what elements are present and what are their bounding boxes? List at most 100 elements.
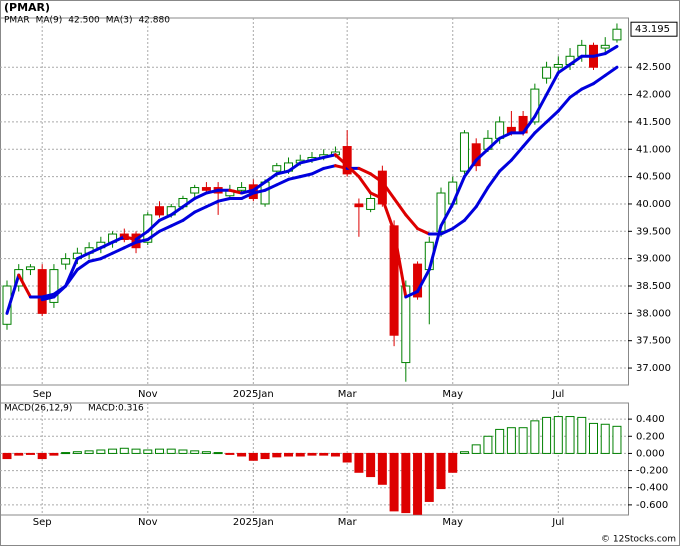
macd-bar [342, 452, 352, 463]
macd-bar [190, 450, 200, 454]
ma-segment [533, 93, 549, 118]
ma-segment [439, 202, 455, 228]
candle-body [577, 44, 587, 57]
ma-segment [369, 191, 384, 200]
ma-segment [592, 52, 607, 58]
macd-bar [530, 420, 540, 454]
legend-text: 42.880 [138, 16, 170, 26]
macd-bar [37, 452, 47, 460]
ma-segment [251, 188, 267, 195]
ma-segment [298, 158, 314, 165]
ma-segment [111, 246, 126, 255]
ma-segment [369, 172, 384, 184]
y-tick-label: 37.500 [636, 336, 671, 347]
ma-segment [427, 224, 443, 272]
y-tick-label: 40.000 [636, 199, 671, 210]
ma-segment [333, 164, 349, 170]
ma-segment [451, 218, 466, 231]
ma-segment [181, 196, 197, 209]
ma-segment [216, 196, 232, 203]
ma-segment [204, 199, 220, 209]
watermark: © 12Stocks.com [601, 535, 676, 545]
legend-text: PMAR [4, 16, 30, 26]
macd-bar [201, 451, 211, 454]
ma-segment [181, 210, 197, 222]
ma-segment [404, 213, 420, 231]
macd-bar [49, 452, 59, 456]
ma-segment [322, 153, 337, 159]
ma-segment [521, 131, 537, 149]
macd-bar [319, 452, 329, 456]
macd-bar [237, 452, 247, 457]
macd-bar [589, 422, 598, 454]
macd-bar [330, 452, 340, 457]
y-tick-label: 42.000 [636, 90, 671, 101]
ma-segment [439, 227, 455, 236]
ma-segment [17, 273, 32, 299]
candle-body [389, 225, 399, 336]
ma-segment [157, 224, 173, 233]
candle-body [237, 187, 247, 191]
ma-segment [498, 131, 513, 140]
macd-bar [518, 427, 528, 454]
ma-segment [157, 213, 173, 222]
macd-bar [248, 452, 258, 461]
candle-body [190, 187, 200, 194]
macd-bar [542, 416, 552, 454]
price-panel [0, 17, 629, 386]
ma-segment [87, 246, 103, 255]
candle-body [612, 28, 622, 41]
ma-segment [392, 229, 408, 299]
y-tick-label: 38.000 [636, 308, 671, 319]
macd-bar [424, 452, 434, 502]
y-tick-label: 42.500 [636, 62, 671, 73]
ma-segment [64, 257, 79, 288]
y-tick-label: -0.200 [636, 466, 668, 477]
macd-bar [612, 425, 622, 454]
candle-body [25, 266, 35, 271]
macd-panel [0, 402, 629, 516]
ma-segment [146, 218, 161, 233]
macd-bar [154, 448, 164, 454]
ma-segment [40, 295, 56, 302]
ma-segment [556, 62, 572, 75]
candle-body [553, 63, 563, 68]
ma-segment [193, 191, 208, 200]
macd-bar [483, 435, 493, 454]
macd-bar [354, 452, 364, 473]
x-tick-label: Sep [33, 389, 52, 400]
y-tick-label: 40.500 [636, 172, 671, 183]
ma-segment [122, 235, 138, 242]
macd-bar [260, 452, 270, 460]
x-tick-label: Nov [138, 389, 158, 400]
ma-segment [169, 205, 185, 217]
macd-bar [459, 451, 469, 454]
candle-body [366, 197, 376, 210]
ma-segment [486, 136, 502, 151]
candle-body [530, 88, 540, 123]
ma-segment [533, 120, 549, 135]
macd-bar [143, 449, 153, 454]
ma-segment [474, 147, 490, 162]
candle-body [413, 263, 423, 298]
ma-segment [287, 175, 302, 181]
macd-bar [307, 452, 317, 456]
ma-segment [486, 169, 502, 190]
ma-segment [322, 164, 337, 170]
candle-body [49, 269, 59, 303]
ma-segment [345, 164, 361, 179]
ma-segment [416, 268, 431, 293]
macd-bar [401, 452, 411, 514]
ma-segment [556, 95, 572, 113]
macd-bar [61, 452, 71, 455]
candle-body [401, 285, 411, 364]
macd-bar [131, 448, 141, 454]
x-tick-label: Nov [138, 517, 158, 528]
macd-bar [366, 452, 376, 478]
ma-segment [310, 166, 326, 176]
macd-bar [600, 423, 610, 454]
macd-bar [377, 452, 387, 485]
ma-segment [568, 54, 584, 66]
y-tick-label: 38.500 [636, 281, 671, 292]
